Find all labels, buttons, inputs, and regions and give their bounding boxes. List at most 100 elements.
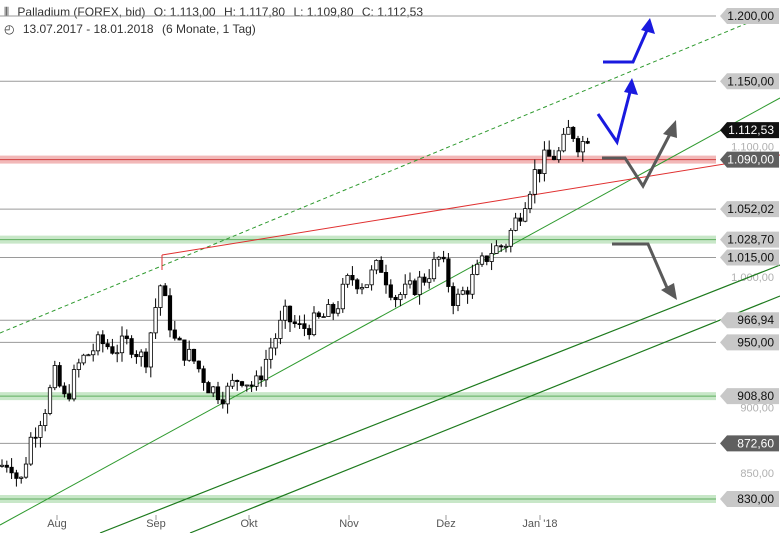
dark-green-trendline-2 bbox=[189, 295, 780, 533]
candle-body bbox=[422, 276, 427, 283]
candle-body bbox=[81, 354, 86, 364]
candle-body bbox=[143, 351, 149, 368]
price-tag bbox=[720, 122, 779, 139]
candle-body bbox=[153, 307, 158, 334]
price-tag bbox=[720, 435, 779, 452]
candle-body bbox=[292, 321, 297, 325]
candle-body bbox=[369, 269, 374, 286]
dark-green-trendline-1 bbox=[99, 264, 780, 533]
price-tag-text: 1.200,00 bbox=[727, 9, 774, 23]
candle-body bbox=[283, 305, 288, 321]
price-tag bbox=[720, 73, 779, 90]
x-tick-label: Dez bbox=[436, 518, 456, 530]
candle-body bbox=[571, 126, 576, 139]
price-tag-text: 830,00 bbox=[737, 492, 774, 506]
candle-body bbox=[115, 352, 120, 355]
candle-body bbox=[105, 343, 110, 348]
candle-body bbox=[436, 256, 441, 260]
candle-body bbox=[575, 138, 581, 153]
interval: (6 Monate, 1 Tag) bbox=[161, 22, 256, 36]
price-tag bbox=[720, 201, 779, 218]
blue-arrowhead-2 bbox=[641, 18, 655, 34]
price-labels: 1.200,00 1.150,00 1.090,00 1.052,02 1.028,70… bbox=[720, 8, 779, 507]
candle-body bbox=[244, 384, 249, 387]
candle-body bbox=[455, 293, 461, 306]
candle-body bbox=[451, 286, 456, 306]
candle-body bbox=[470, 273, 475, 295]
candle-body bbox=[580, 141, 585, 153]
candle-body bbox=[335, 308, 341, 314]
price-tag bbox=[720, 151, 779, 168]
candle-body bbox=[431, 258, 437, 280]
price-tag-text: 1.052,02 bbox=[727, 202, 774, 216]
candle-body bbox=[220, 399, 225, 405]
candle-body bbox=[489, 253, 494, 262]
candle-body bbox=[47, 387, 53, 414]
candles bbox=[0, 119, 590, 487]
price-tag-text: 1.015,00 bbox=[727, 251, 774, 265]
candle-body bbox=[326, 304, 331, 317]
candle-body bbox=[345, 275, 350, 285]
y-tick-label: 1.100,00 bbox=[731, 142, 774, 154]
y-tick-label: 850,00 bbox=[740, 468, 774, 480]
candle-body bbox=[52, 365, 57, 389]
candle-body bbox=[67, 393, 72, 400]
candle-body bbox=[302, 323, 307, 329]
gray-arrow-bounce bbox=[602, 133, 672, 189]
candle-body bbox=[508, 229, 513, 247]
candle-body bbox=[28, 436, 33, 465]
candle-body bbox=[340, 283, 345, 310]
candle-body bbox=[585, 141, 590, 144]
blue-arrow-up-small bbox=[596, 91, 632, 146]
candle-body bbox=[307, 328, 312, 336]
gray-arrowhead-2 bbox=[661, 283, 677, 300]
price-tag-text: 1.090,00 bbox=[727, 153, 774, 167]
candle-body bbox=[484, 255, 489, 262]
candle-body bbox=[278, 319, 283, 339]
blue-arrowhead-1 bbox=[624, 78, 638, 95]
candle-body bbox=[124, 335, 129, 339]
candle-body bbox=[551, 155, 557, 161]
candle-body bbox=[407, 280, 413, 285]
y-tick-label: 900,00 bbox=[740, 403, 774, 415]
candle-body bbox=[374, 259, 379, 271]
candle-body bbox=[532, 169, 537, 195]
candle-body bbox=[566, 126, 571, 135]
candle-body bbox=[350, 275, 355, 281]
candle-body bbox=[355, 279, 360, 290]
candle-body bbox=[38, 425, 43, 438]
candle-body bbox=[364, 284, 369, 288]
candle-body bbox=[86, 354, 91, 357]
candle-body bbox=[4, 464, 9, 468]
candle-body bbox=[225, 385, 230, 405]
green-trendline bbox=[0, 97, 780, 526]
candle-body bbox=[427, 278, 432, 283]
trend-lines bbox=[0, 21, 780, 533]
y-tick-label: 1.000,00 bbox=[731, 272, 774, 284]
scenario-arrows bbox=[596, 18, 677, 300]
candle-body bbox=[316, 312, 321, 317]
x-tick-label: Sep bbox=[146, 518, 166, 530]
price-tag bbox=[720, 249, 779, 266]
candle-body bbox=[182, 339, 187, 361]
x-tick-label: Nov bbox=[339, 518, 359, 530]
gray-arrowhead-1 bbox=[663, 120, 677, 138]
clock-icon: ◴ bbox=[4, 22, 15, 36]
candle-body bbox=[9, 466, 14, 474]
candle-body bbox=[177, 337, 182, 341]
candle-body bbox=[383, 272, 389, 286]
candle-body bbox=[311, 312, 317, 336]
candle-body bbox=[268, 347, 273, 360]
candle-body bbox=[446, 258, 451, 287]
candle-body bbox=[523, 208, 528, 222]
candle-body bbox=[187, 348, 192, 361]
candle-body bbox=[518, 217, 523, 222]
candle-body bbox=[206, 382, 211, 394]
price-tag-text: 908,80 bbox=[737, 389, 774, 403]
candle-body bbox=[499, 245, 504, 248]
candle-body bbox=[249, 384, 254, 387]
upper-channel-dashed bbox=[0, 21, 751, 334]
candle-body bbox=[321, 316, 326, 318]
candle-body bbox=[95, 334, 101, 352]
